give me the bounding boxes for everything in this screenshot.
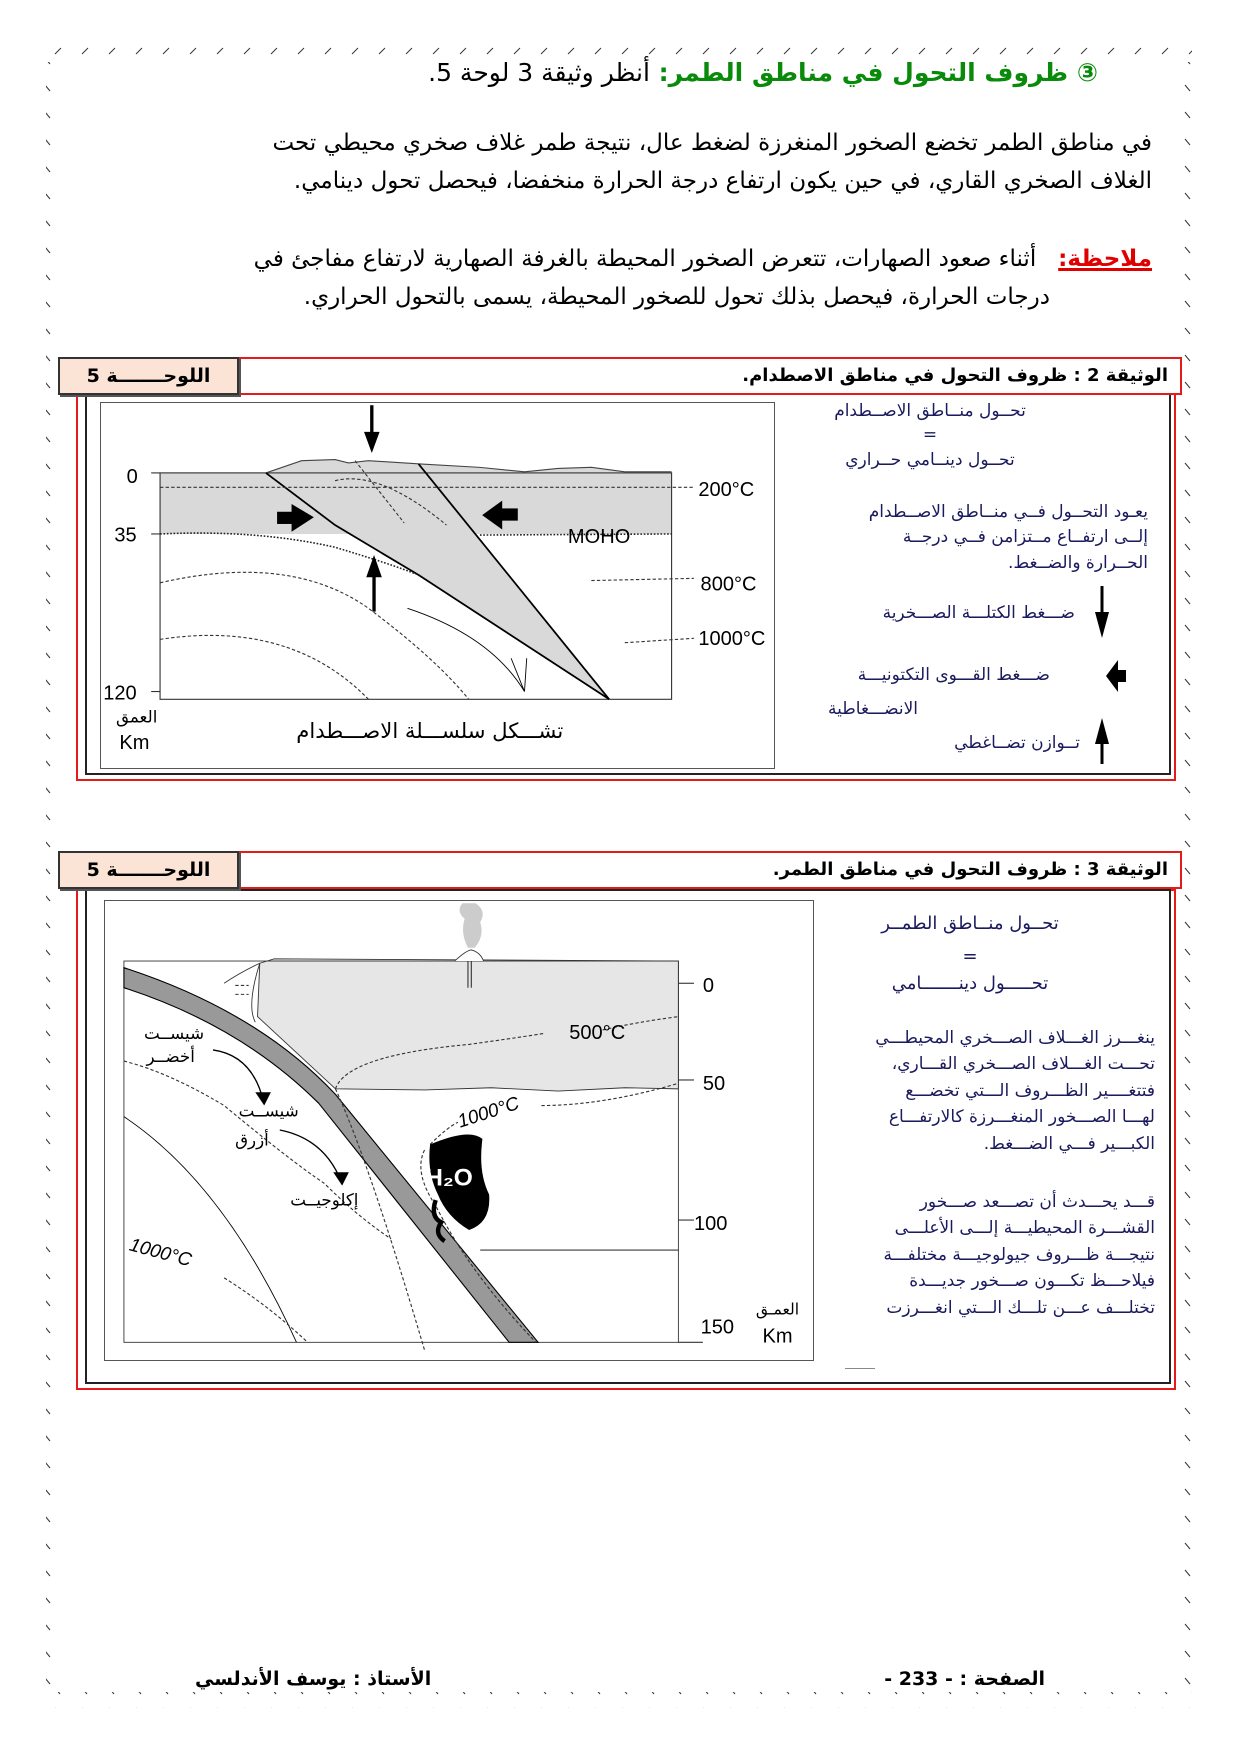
blue-schist-label-2: أزرق <box>235 1129 269 1151</box>
green-schist-label-1: شيســت <box>144 1024 204 1043</box>
isotherm-label-800: 800°C <box>701 574 757 596</box>
legend-down-arrow-icon <box>1095 586 1109 638</box>
continental-plate <box>257 958 679 1092</box>
water-label: H₂O <box>425 1165 473 1192</box>
doc3-explain1-1: ينغـــرز الغـــلاف الصـــخري المحيطـــي <box>875 1028 1155 1048</box>
doc3-header: الوثيقة 3 : ظروف التحول في مناطق الطمر. <box>76 851 1182 889</box>
isotherm-500 <box>334 1016 679 1090</box>
moho-line <box>160 532 672 576</box>
legend-up-arrow-icon <box>1095 718 1109 764</box>
doc3-explain2-4: فيلاحـــظ تكـــون صـــخور جديـــدة <box>909 1271 1155 1291</box>
doc2-legend-converge-2: الانضـــغاطية <box>828 699 918 719</box>
doc2-legend-down: ضـــغط الكتلـــة الصـــخرية <box>882 603 1075 623</box>
doc3-eq-sign: = <box>962 946 978 967</box>
right-arrow-icon <box>277 503 314 532</box>
subducting-slab <box>123 966 540 1343</box>
up-arrow-icon <box>366 555 382 612</box>
section-number: ③ <box>1076 58 1098 87</box>
note-label: ملاحظة: <box>1058 246 1152 272</box>
depth-tick-120: 120 <box>103 682 136 704</box>
green-schist-label-2: أخضــر <box>145 1045 194 1067</box>
water-blob <box>429 1134 490 1231</box>
moho-label: MOHO <box>568 526 630 548</box>
depth-tick-0: 0 <box>127 466 138 488</box>
depth-tick-0: 0 <box>703 975 714 997</box>
doc2-explain-2: إلــى ارتفــاع مــتزامن فــي درجــة <box>902 527 1148 547</box>
collision-diagram: 0 35 120 العمق Km 200°C 800°C 1000°C MOH… <box>100 402 775 769</box>
isotherm-label-1000-left: 1000°C <box>127 1235 194 1272</box>
blue-schist-label-1: شيســت <box>239 1102 299 1121</box>
down-arrow-icon <box>364 405 380 453</box>
depth-tick-35: 35 <box>114 525 136 547</box>
left-arrow-icon <box>482 500 518 530</box>
isotherm-label-1000-right: 1000°C <box>455 1093 522 1133</box>
section-title: ③ ظروف التحول في مناطق الطمر: أنظر وثيقة… <box>428 58 1098 87</box>
eclogite-label: إكلوجيــت <box>290 1191 358 1211</box>
note-line-1: ملاحظة: أثناء صعود الصهارات، تتعرض الصخو… <box>254 246 1152 272</box>
doc2-panel-label: اللوحـــــــة 5 <box>58 357 239 395</box>
doc3-panel-label: اللوحـــــــة 5 <box>58 851 239 889</box>
section-heading: ظروف التحول في مناطق الطمر: <box>658 58 1069 87</box>
isotherm-label-1000: 1000°C <box>698 628 765 650</box>
depth-label: العمق <box>116 708 157 727</box>
depth-tick-100: 100 <box>694 1213 727 1235</box>
exhumation-path <box>407 607 528 692</box>
slab-wedge <box>265 464 610 700</box>
depth-unit: Km <box>119 732 149 754</box>
depth-tick-50: 50 <box>703 1073 725 1095</box>
page-number: الصفحة : - 233 - <box>884 1668 1045 1690</box>
isotherm-800 <box>159 571 694 700</box>
isotherm-label-200: 200°C <box>698 479 754 501</box>
doc2-explain-3: الحــرارة والضــغط. <box>1007 553 1148 573</box>
isotherm-1000 <box>159 634 694 700</box>
doc2-eq-sign: = <box>922 425 938 445</box>
diagram-caption: تشـــكل سلســـلة الاصـــطدام <box>296 718 563 743</box>
depth-unit: Km <box>762 1325 792 1347</box>
volcano <box>454 949 484 962</box>
legend-converge-arrows-icon <box>1106 660 1126 692</box>
note-line-2: درجات الحرارة، فيحصل بذلك تحول للصخور ال… <box>303 284 1050 310</box>
depth-tick-150: 150 <box>701 1316 734 1338</box>
doc3-explain2-3: نتيجـــة ظـــروف جيولوجيـــة مختلفـــة <box>883 1245 1156 1265</box>
doc2-legend-converge-1: ضـــغط القـــوى التكتونيـــة <box>857 665 1050 685</box>
subduction-diagram: H₂O 500°C 1000°C 1000°C شيســت أخضــر شي… <box>104 900 814 1361</box>
author: الأستاذ : يوسف الأندلسي <box>195 1668 432 1690</box>
doc3-explain1-3: فتتغــــير الظـــروف الـــتي تخضـــع <box>905 1081 1155 1101</box>
thrust-fault-2 <box>417 463 610 700</box>
doc2-legend-up: تــوازن تضــاغطي <box>954 733 1080 753</box>
doc3-explain2-2: القشـــرة المحيطيـــة إلـــى الأعلـــى <box>894 1218 1155 1238</box>
doc2-header: الوثيقة 2 : ظروف التحول في مناطق الاصطدا… <box>76 357 1182 395</box>
doc2-eq-top: تحــول منــاطق الاصــطدام <box>834 401 1026 421</box>
paragraph-line-1: في مناطق الطمر تخضع الصخور المنغرزة لضغط… <box>272 130 1152 156</box>
isotherm-1000-left <box>123 1060 392 1343</box>
doc3-explain1-2: تحـــت الغـــلاف الصـــخري القـــاري، <box>891 1054 1155 1074</box>
doc2-title: الوثيقة 2 : ظروف التحول في مناطق الاصطدا… <box>742 365 1168 386</box>
doc3-title: الوثيقة 3 : ظروف التحول في مناطق الطمر. <box>772 859 1168 880</box>
isotherm-1000-right <box>334 1082 679 1351</box>
volcanic-plume <box>459 903 483 948</box>
depth-label: العمـق <box>756 1301 799 1319</box>
doc2-eq-bottom: تحــول دينــامي حــراري <box>845 450 1015 470</box>
thrust-fault-1 <box>265 472 610 701</box>
section-reference: أنظر وثيقة 3 لوحة 5. <box>428 58 650 87</box>
doc2-legend-icons <box>1095 586 1126 764</box>
doc3-explain1-4: لهـــا الصـــخور المنغـــرزة كالارتفـــا… <box>888 1107 1155 1127</box>
paragraph-line-2: الغلاف الصخري القاري، في حين يكون ارتفاع… <box>293 168 1152 194</box>
divider <box>845 1368 875 1369</box>
doc3-eq-top: تحــول منــاطق الطمــر <box>881 913 1059 934</box>
doc3-eq-bottom: تحـــــول دينـــــــامي <box>891 973 1049 994</box>
note-text-1: أثناء صعود الصهارات، تتعرض الصخور المحيط… <box>253 246 1037 272</box>
doc3-explain1-5: الكبـــير فـــي الضـــغط. <box>983 1134 1155 1154</box>
green-to-blue-arrow-icon <box>212 1049 264 1101</box>
isotherm-label-500: 500°C <box>569 1022 625 1044</box>
doc2-explain-1: يعـود التحــول فــي منــاطق الاصــطدام <box>868 502 1148 522</box>
doc3-explain2-5: تختلـــف عـــن تلـــك الـــتي انغـــرزت <box>886 1298 1155 1318</box>
doc3-explain2-1: قـــد يحـــدث أن تصـــعد صـــخور <box>919 1192 1155 1212</box>
doc3-inner-frame <box>85 889 1171 1384</box>
